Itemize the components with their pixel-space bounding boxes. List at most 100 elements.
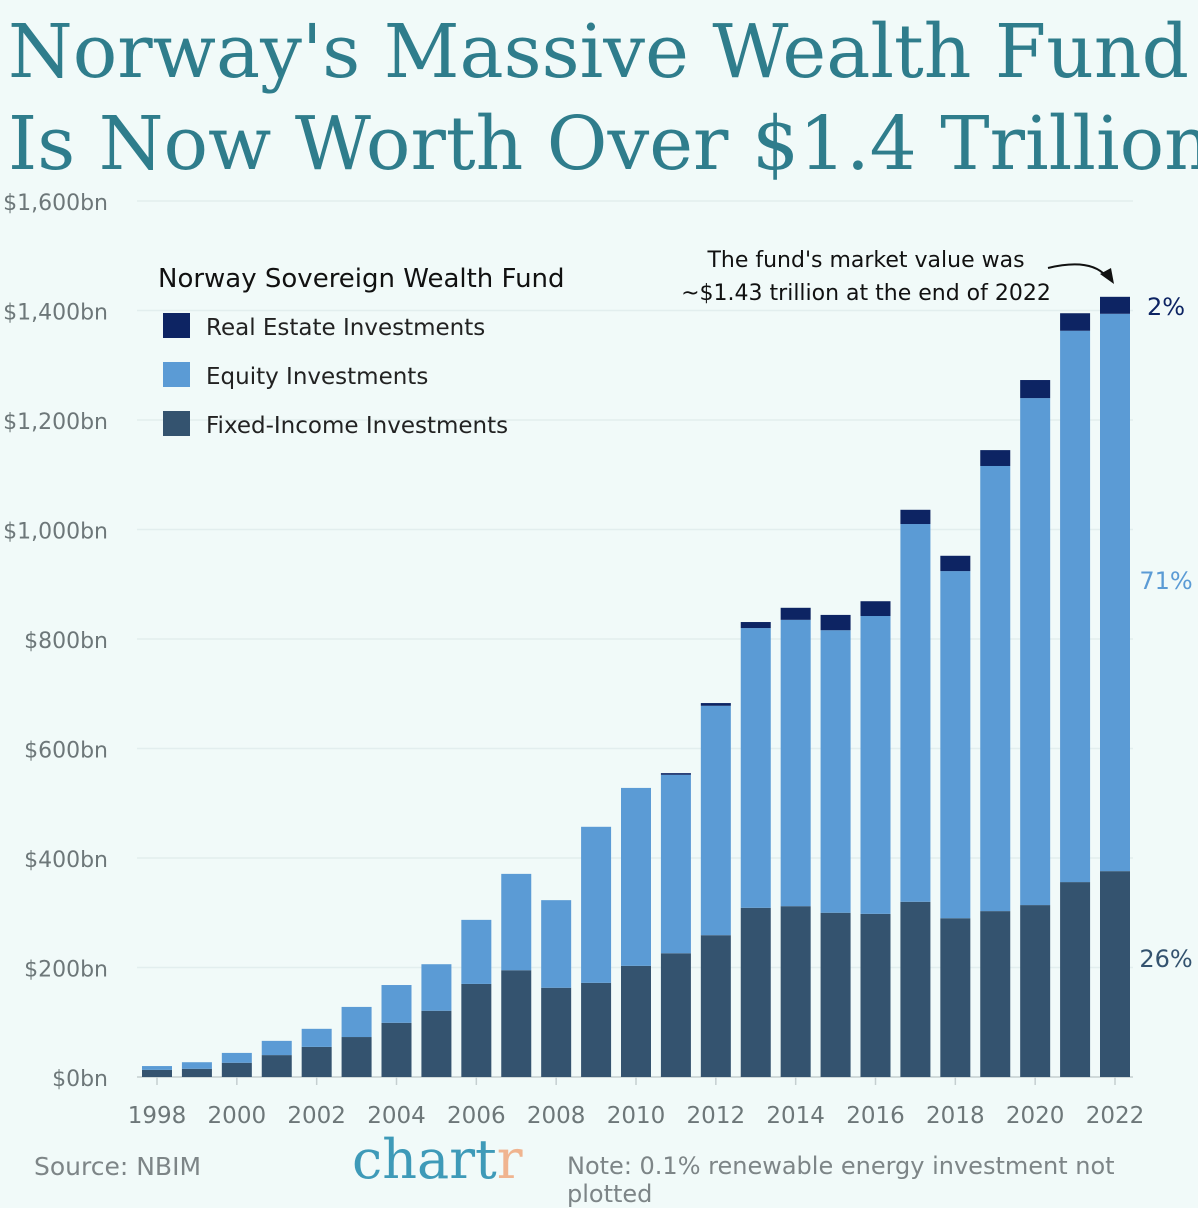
x-tick-label: 2020 xyxy=(1006,1103,1065,1129)
x-tick-label: 2000 xyxy=(208,1103,267,1129)
bar-equity-investments-1998 xyxy=(142,1066,172,1070)
bar-equity-investments-1999 xyxy=(181,1062,212,1069)
legend-swatch xyxy=(163,313,190,338)
bar-equity-investments-2003 xyxy=(341,1006,372,1038)
bar-equity-investments-2018 xyxy=(940,571,971,919)
bar-fixed-income-investments-2006 xyxy=(461,983,492,1077)
bar-real-estate-investments-2016 xyxy=(860,601,891,617)
annotation-line-2: ~$1.43 trillion at the end of 2022 xyxy=(681,281,1051,306)
x-tick-label: 1998 xyxy=(128,1103,187,1129)
legend-title: Norway Sovereign Wealth Fund xyxy=(158,264,565,294)
bar-real-estate-investments-2021 xyxy=(1060,313,1091,331)
bar-equity-investments-2007 xyxy=(501,873,532,971)
y-tick-label: $1,000bn xyxy=(3,520,108,545)
bar-fixed-income-investments-2009 xyxy=(581,982,612,1077)
bar-real-estate-investments-2020 xyxy=(1020,380,1051,399)
bar-equity-investments-2005 xyxy=(421,964,452,1011)
bar-fixed-income-investments-2013 xyxy=(740,907,771,1077)
legend-label: Equity Investments xyxy=(206,364,428,390)
x-tick-label: 2014 xyxy=(766,1103,825,1129)
y-tick-label: $1,600bn xyxy=(3,191,108,216)
x-tick-label: 2006 xyxy=(447,1103,506,1129)
bar-equity-investments-2016 xyxy=(860,616,891,914)
share-label: 2% xyxy=(1147,293,1185,321)
bar-fixed-income-investments-2018 xyxy=(940,918,971,1077)
legend-swatch xyxy=(163,411,190,436)
arrowhead xyxy=(1100,268,1114,284)
bar-fixed-income-investments-2010 xyxy=(621,965,651,1077)
bar-equity-investments-2009 xyxy=(581,826,612,983)
bar-fixed-income-investments-2016 xyxy=(860,913,891,1077)
y-tick-label: $800bn xyxy=(24,629,108,654)
chartr-logo: chartr xyxy=(352,1128,523,1191)
y-tick-label: $1,400bn xyxy=(3,301,108,326)
legend-swatch xyxy=(163,362,190,387)
annotation-line-1: The fund's market value was xyxy=(706,248,1024,273)
y-tick-label: $600bn xyxy=(24,739,108,764)
bar-equity-investments-2014 xyxy=(780,619,811,907)
bar-fixed-income-investments-2001 xyxy=(261,1055,292,1077)
bar-equity-investments-2015 xyxy=(820,630,851,913)
bar-real-estate-investments-2017 xyxy=(900,509,931,525)
bar-equity-investments-2010 xyxy=(621,787,651,966)
bar-equity-investments-2002 xyxy=(301,1028,332,1047)
bar-real-estate-investments-2011 xyxy=(660,773,691,775)
y-tick-label: $400bn xyxy=(24,848,108,873)
legend-label: Fixed-Income Investments xyxy=(206,413,508,439)
bar-real-estate-investments-2019 xyxy=(980,450,1011,466)
bar-real-estate-investments-2012 xyxy=(700,703,731,706)
chart-title: Norway's Massive Wealth Fund Is Now Wort… xyxy=(8,6,1198,190)
bar-fixed-income-investments-2014 xyxy=(780,906,811,1077)
bar-equity-investments-2017 xyxy=(900,524,931,902)
bar-real-estate-investments-2013 xyxy=(740,622,771,629)
bar-fixed-income-investments-2017 xyxy=(900,901,931,1077)
title-line-1: Norway's Massive Wealth Fund xyxy=(8,9,1189,95)
bar-fixed-income-investments-2005 xyxy=(421,1010,452,1077)
bar-equity-investments-2013 xyxy=(740,628,771,908)
x-tick-label: 2002 xyxy=(287,1103,346,1129)
bar-fixed-income-investments-2015 xyxy=(820,912,851,1077)
y-tick-label: $0bn xyxy=(52,1067,108,1092)
bar-fixed-income-investments-2003 xyxy=(341,1037,372,1077)
bar-real-estate-investments-2015 xyxy=(820,614,851,631)
bar-equity-investments-2019 xyxy=(980,465,1011,912)
bar-equity-investments-2011 xyxy=(660,774,691,954)
bar-fixed-income-investments-2008 xyxy=(541,987,572,1077)
bar-fixed-income-investments-2020 xyxy=(1020,905,1051,1077)
bar-equity-investments-2000 xyxy=(221,1052,252,1063)
bar-real-estate-investments-2018 xyxy=(940,555,971,572)
bar-fixed-income-investments-2019 xyxy=(980,911,1011,1077)
bar-fixed-income-investments-1998 xyxy=(142,1069,172,1077)
bar-real-estate-investments-2022 xyxy=(1100,296,1130,314)
bar-fixed-income-investments-2022 xyxy=(1100,871,1130,1077)
bar-equity-investments-2012 xyxy=(700,705,731,936)
share-label: 26% xyxy=(1139,945,1192,973)
annotation-arrow xyxy=(1047,263,1107,277)
bar-equity-investments-2006 xyxy=(461,919,492,984)
bar-fixed-income-investments-2002 xyxy=(301,1046,332,1077)
bar-real-estate-investments-2014 xyxy=(780,607,811,620)
x-tick-label: 2022 xyxy=(1086,1103,1145,1129)
bar-equity-investments-2020 xyxy=(1020,398,1051,906)
x-tick-label: 2008 xyxy=(527,1103,586,1129)
bar-fixed-income-investments-2011 xyxy=(660,953,691,1077)
bar-fixed-income-investments-2000 xyxy=(221,1062,252,1077)
legend-label: Real Estate Investments xyxy=(206,315,485,341)
bar-equity-investments-2004 xyxy=(381,985,412,1023)
x-tick-label: 2010 xyxy=(607,1103,666,1129)
bar-equity-investments-2021 xyxy=(1060,330,1091,883)
share-label: 71% xyxy=(1139,567,1192,595)
y-tick-label: $1,200bn xyxy=(3,410,108,435)
bar-equity-investments-2022 xyxy=(1100,313,1130,872)
y-tick-label: $200bn xyxy=(24,958,108,983)
bar-fixed-income-investments-2007 xyxy=(501,970,532,1077)
bar-fixed-income-investments-2004 xyxy=(381,1022,412,1077)
x-tick-label: 2018 xyxy=(926,1103,985,1129)
x-tick-label: 2012 xyxy=(687,1103,746,1129)
bar-fixed-income-investments-2021 xyxy=(1060,882,1091,1077)
bar-equity-investments-2008 xyxy=(541,900,572,988)
source-note: Source: NBIM xyxy=(34,1152,202,1181)
x-tick-label: 2016 xyxy=(846,1103,905,1129)
footnote: Note: 0.1% renewable energy investment n… xyxy=(567,1152,1115,1208)
